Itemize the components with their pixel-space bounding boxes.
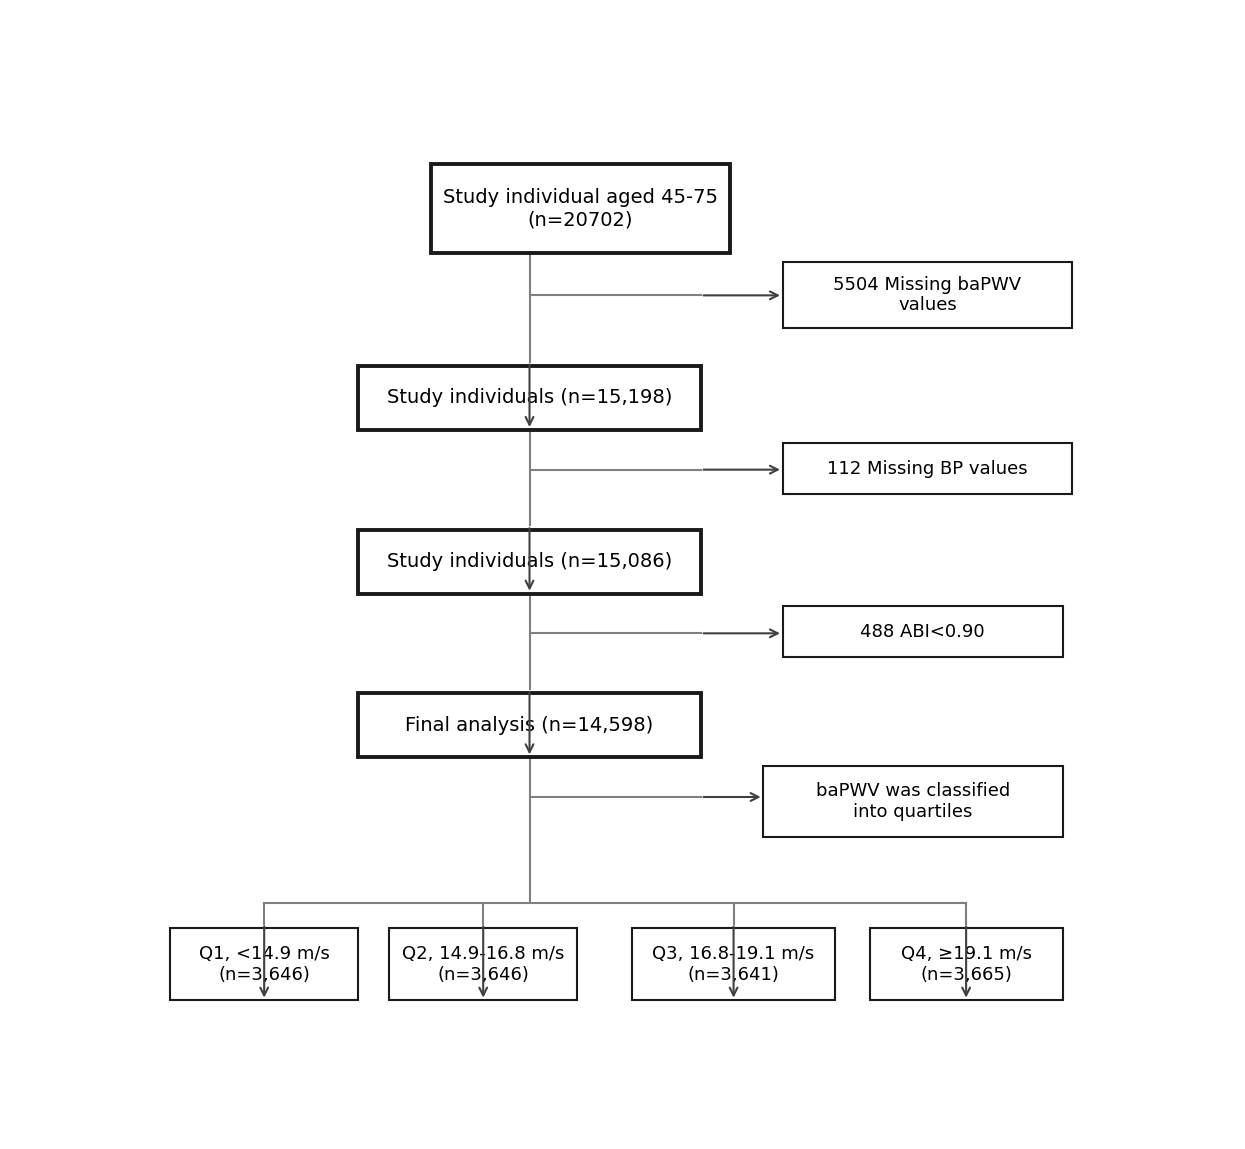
FancyBboxPatch shape: [632, 928, 835, 1001]
FancyBboxPatch shape: [390, 928, 578, 1001]
Text: Final analysis (n=14,598): Final analysis (n=14,598): [406, 716, 654, 735]
Text: 112 Missing BP values: 112 Missing BP values: [827, 460, 1028, 478]
Text: 488 ABI<0.90: 488 ABI<0.90: [860, 623, 985, 640]
FancyBboxPatch shape: [359, 367, 701, 430]
Text: Q4, ≥19.1 m/s
(n=3,665): Q4, ≥19.1 m/s (n=3,665): [900, 944, 1032, 984]
FancyBboxPatch shape: [783, 262, 1072, 329]
Text: baPWV was classified
into quartiles: baPWV was classified into quartiles: [815, 782, 1010, 820]
Text: Q3, 16.8-19.1 m/s
(n=3,641): Q3, 16.8-19.1 m/s (n=3,641): [652, 944, 814, 984]
FancyBboxPatch shape: [783, 606, 1063, 657]
Text: Q1, <14.9 m/s
(n=3,646): Q1, <14.9 m/s (n=3,646): [199, 944, 330, 984]
Text: Study individuals (n=15,086): Study individuals (n=15,086): [387, 553, 672, 571]
FancyBboxPatch shape: [783, 444, 1072, 494]
Text: Study individuals (n=15,198): Study individuals (n=15,198): [387, 388, 672, 408]
FancyBboxPatch shape: [763, 766, 1063, 836]
FancyBboxPatch shape: [359, 694, 701, 757]
FancyBboxPatch shape: [359, 530, 701, 594]
Text: Q2, 14.9-16.8 m/s
(n=3,646): Q2, 14.9-16.8 m/s (n=3,646): [402, 944, 564, 984]
FancyBboxPatch shape: [431, 164, 730, 253]
FancyBboxPatch shape: [869, 928, 1063, 1001]
FancyBboxPatch shape: [171, 928, 359, 1001]
Text: 5504 Missing baPWV
values: 5504 Missing baPWV values: [833, 276, 1022, 315]
Text: Study individual aged 45-75
(n=20702): Study individual aged 45-75 (n=20702): [443, 188, 717, 229]
